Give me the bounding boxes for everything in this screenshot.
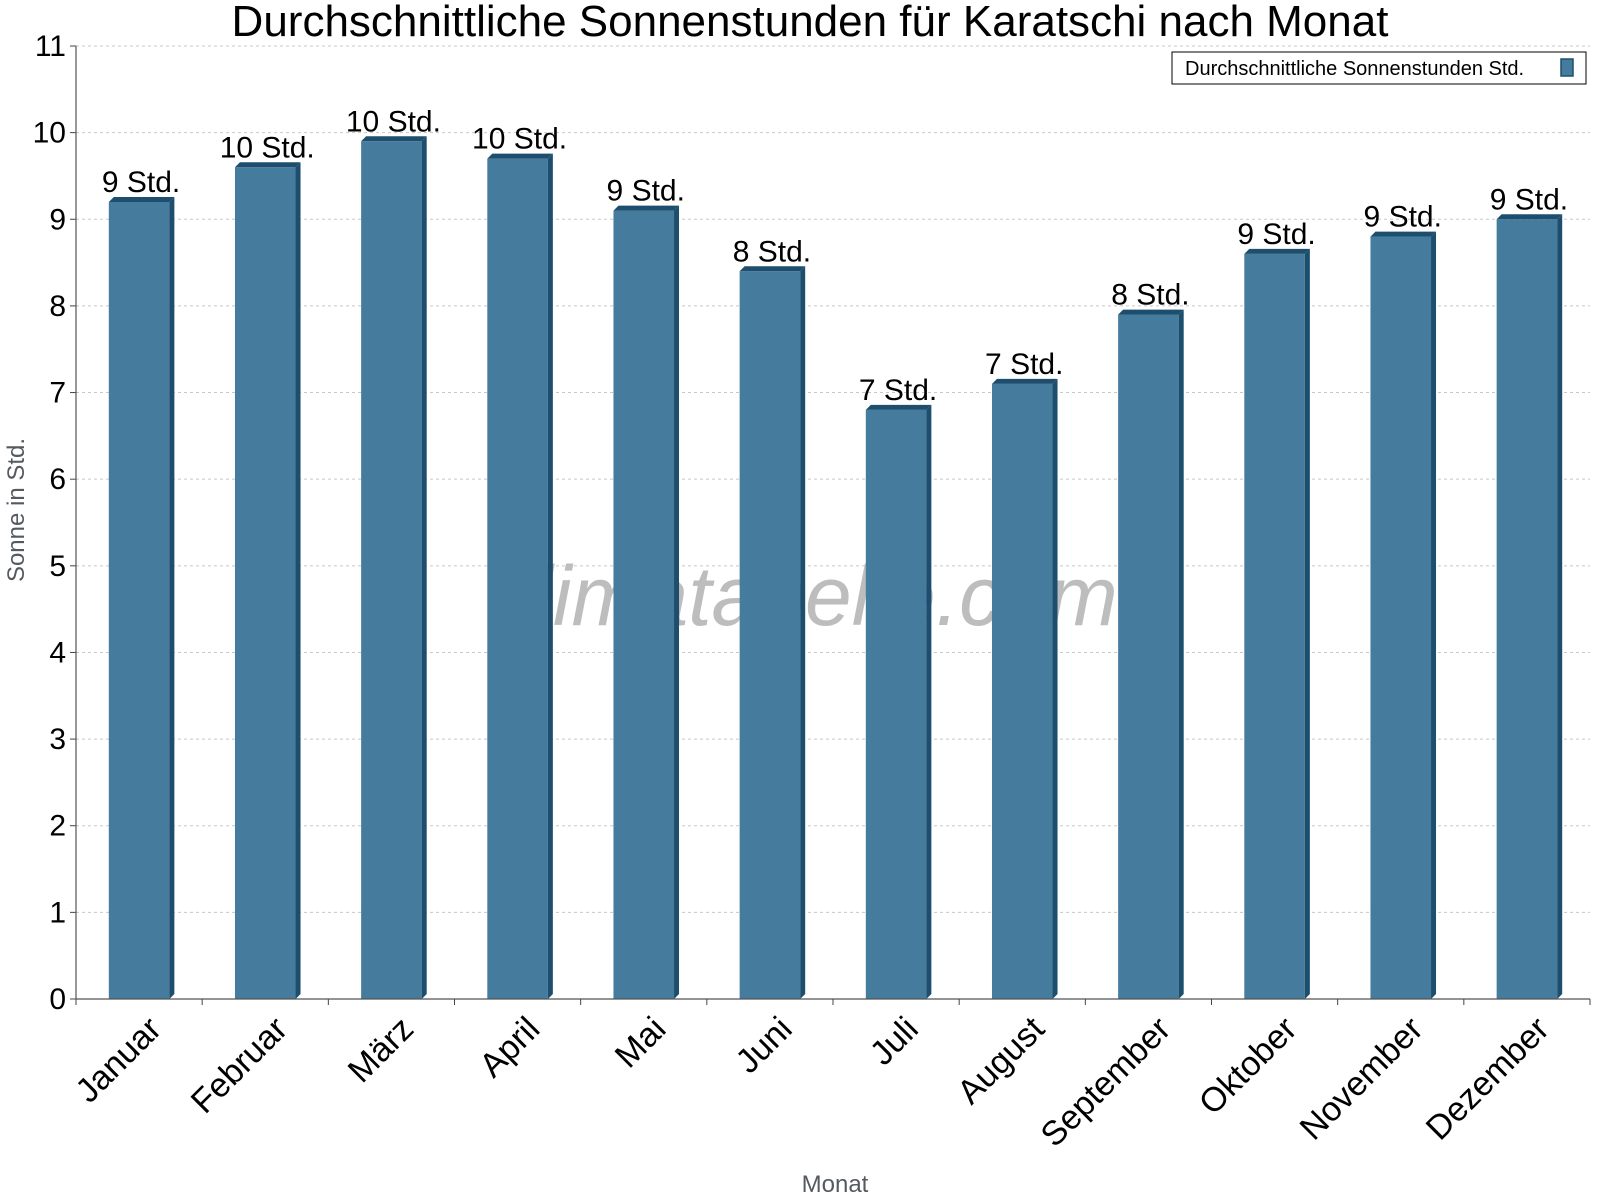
x-tick-label: Februar [184, 1010, 295, 1121]
bar-januar [108, 196, 175, 1000]
data-label: 9 Std. [1364, 201, 1442, 234]
bar-top [234, 162, 301, 168]
x-tick-label: August [950, 1009, 1052, 1111]
data-label: 10 Std. [220, 131, 315, 164]
bar-top [865, 404, 932, 410]
bar-face [1118, 314, 1179, 999]
bar-side [674, 205, 680, 1000]
x-tick-label: April [472, 1010, 547, 1085]
bar-top [991, 378, 1058, 384]
y-tick-label: 1 [49, 896, 66, 929]
legend-label: Durchschnittliche Sonnenstunden Std. [1185, 58, 1524, 80]
y-tick-label: 2 [49, 810, 66, 843]
bar-side [1431, 231, 1437, 1000]
bar-side [1052, 378, 1058, 999]
bar-top [1244, 248, 1310, 254]
bar-side [800, 266, 806, 1000]
x-tick-label: März [341, 1010, 421, 1090]
bar-februar [234, 162, 301, 1000]
bar-side [295, 162, 301, 1000]
bar-side [926, 404, 932, 999]
y-tick-label: 0 [49, 983, 66, 1016]
grid-layer [76, 45, 1590, 913]
bar-top [108, 196, 175, 202]
data-label: 9 Std. [1237, 218, 1315, 251]
bar-april [487, 153, 553, 1000]
bar-side [1178, 309, 1184, 999]
data-label: 7 Std. [859, 374, 937, 407]
bar-face [1244, 253, 1305, 1000]
bar-face [361, 141, 422, 1000]
y-tick-label: 3 [49, 723, 66, 756]
bar-top [739, 266, 806, 272]
bar-face [613, 210, 675, 1000]
x-axis-label: Monat [802, 1171, 869, 1198]
y-tick-label: 9 [49, 203, 66, 236]
bar-august [991, 378, 1058, 999]
data-label: 10 Std. [346, 105, 441, 138]
axes-layer [70, 45, 1591, 1005]
data-label: 8 Std. [733, 235, 811, 268]
bar-top [613, 205, 680, 211]
y-axis-label: Sonne in Std. [3, 438, 30, 582]
bar-dezember [1496, 214, 1563, 1000]
chart-title: Durchschnittliche Sonnenstunden für Kara… [232, 0, 1389, 46]
y-tick-label: 6 [49, 463, 66, 496]
y-tick-label: 4 [49, 636, 66, 669]
y-tick-label: 5 [49, 550, 66, 583]
bars-layer [108, 136, 1563, 1000]
x-tick-label: Oktober [1192, 1010, 1304, 1122]
bar-märz [361, 136, 427, 1000]
bar-juni [739, 266, 806, 1000]
bar-september [1118, 309, 1184, 999]
bar-juli [865, 404, 932, 999]
bar-side [421, 136, 427, 1000]
y-tick-label: 7 [49, 377, 66, 410]
bar-oktober [1244, 248, 1310, 1000]
x-tick-label: Dezember [1419, 1010, 1557, 1148]
bar-side [547, 153, 553, 1000]
data-label: 7 Std. [985, 348, 1063, 381]
data-label: 8 Std. [1111, 279, 1189, 312]
bar-mai [613, 205, 680, 1000]
y-tick-label: 10 [33, 117, 66, 150]
bar-face [1370, 236, 1432, 1000]
bar-face [487, 158, 548, 1000]
bar-november [1370, 231, 1437, 1000]
x-tick-label: Juni [729, 1010, 800, 1081]
bar-face [991, 383, 1053, 999]
bar-top [1496, 214, 1563, 220]
bar-face [1496, 219, 1558, 1000]
data-label: 10 Std. [472, 123, 567, 156]
legend-box [1171, 51, 1587, 85]
y-tick-label: 11 [35, 30, 66, 63]
data-label: 9 Std. [1490, 183, 1568, 216]
bar-side [1557, 214, 1563, 1000]
x-tick-label: November [1293, 1010, 1431, 1148]
legend: Durchschnittliche Sonnenstunden Std. [1171, 51, 1587, 85]
bar-top [361, 136, 427, 142]
bar-face [234, 167, 296, 1000]
data-label: 9 Std. [102, 166, 180, 199]
bar-side [1304, 248, 1310, 1000]
legend-swatch [1560, 58, 1574, 77]
bar-top [1118, 309, 1184, 315]
x-tick-label: Juli [863, 1010, 926, 1073]
data-label: 9 Std. [607, 175, 685, 208]
y-tick-label: 8 [49, 290, 66, 323]
x-tick-label: September [1034, 1010, 1178, 1154]
bar-top [1370, 231, 1437, 237]
bar-face [739, 271, 801, 1000]
x-tick-label: Januar [68, 1010, 168, 1110]
bar-face [108, 201, 170, 1000]
bar-side [169, 196, 175, 1000]
bar-face [865, 409, 927, 999]
x-tick-label: Mai [608, 1010, 674, 1076]
bar-top [487, 153, 553, 159]
